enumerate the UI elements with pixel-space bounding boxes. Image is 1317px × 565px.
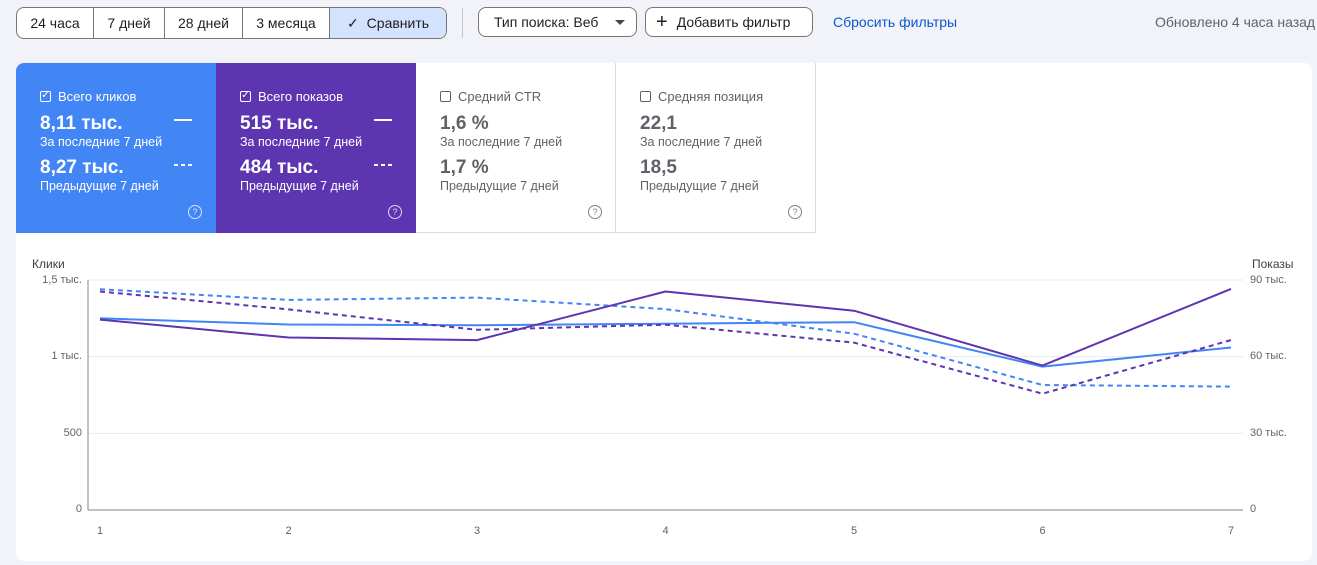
add-filter-button[interactable]: + Добавить фильтр (645, 7, 813, 37)
check-icon: ✓ (346, 14, 359, 31)
checkbox-unchecked-icon[interactable] (640, 90, 651, 102)
dashed-line-legend-icon (174, 164, 192, 166)
metric-current-value: 1,6 % (440, 113, 489, 134)
last-updated-text: Обновлено 4 часа назад (1155, 14, 1316, 30)
metric-label: Всего показов (258, 88, 343, 104)
range-28d-button[interactable]: 28 дней (165, 8, 243, 38)
checkbox-checked-icon[interactable]: ✓ (40, 90, 51, 102)
metric-current-caption: За последние 7 дней (440, 135, 563, 149)
metric-label: Средний CTR (458, 88, 542, 104)
toolbar: 24 часа 7 дней 28 дней 3 месяца ✓ Сравни… (0, 0, 1317, 46)
help-icon[interactable]: ? (188, 205, 202, 219)
dropdown-arrow-icon (615, 20, 625, 25)
checkbox-unchecked-icon[interactable] (440, 90, 451, 102)
x-tick-label: 1 (97, 525, 103, 537)
x-tick-label: 4 (662, 525, 668, 537)
metric-label: Средняя позиция (658, 88, 764, 104)
left-tick-label: 1,5 тыс. (42, 274, 82, 286)
impressions-dashed-series-line (99, 290, 1232, 395)
right-axis-title: Показы (1252, 257, 1294, 271)
dashed-line-legend-icon (374, 164, 392, 166)
metric-current-caption: За последние 7 дней (40, 135, 163, 149)
right-tick-label: 30 тыс. (1250, 427, 1287, 439)
range-24h-button[interactable]: 24 часа (17, 8, 94, 38)
clicks-dashed-series-line (99, 288, 1232, 388)
metric-current-value: 22,1 (640, 113, 677, 134)
right-tick-label: 60 тыс. (1250, 350, 1287, 362)
metric-current-caption: За последние 7 дней (240, 135, 363, 149)
solid-line-legend-icon (174, 119, 192, 121)
search-type-dropdown[interactable]: Тип поиска: Веб (478, 7, 637, 37)
plus-icon: + (656, 11, 668, 33)
x-tick-label: 6 (1039, 525, 1045, 537)
metric-previous-caption: Предыдущие 7 дней (640, 179, 759, 193)
metric-previous-value: 1,7 % (440, 157, 489, 178)
performance-card: ✓ Всего кликов 8,11 тыс. За последние 7 д… (16, 63, 1312, 561)
metric-previous-caption: Предыдущие 7 дней (40, 179, 159, 193)
add-filter-label: Добавить фильтр (676, 14, 791, 30)
right-tick-label: 90 тыс. (1250, 274, 1287, 286)
help-icon[interactable]: ? (588, 205, 602, 219)
compare-label: Сравнить (366, 15, 430, 31)
metric-previous-value: 484 тыс. (240, 157, 319, 178)
metric-previous-value: 8,27 тыс. (40, 157, 124, 178)
right-tick-label: 0 (1250, 503, 1257, 515)
metric-current-value: 515 тыс. (240, 113, 319, 134)
metric-tile-clicks[interactable]: ✓ Всего кликов 8,11 тыс. За последние 7 д… (16, 63, 216, 233)
impressions-solid-series-line (99, 287, 1232, 367)
left-tick-label: 0 (75, 503, 82, 515)
metric-previous-caption: Предыдущие 7 дней (240, 179, 359, 193)
compare-button[interactable]: ✓ Сравнить (330, 8, 446, 38)
metric-current-value: 8,11 тыс. (40, 113, 123, 134)
left-tick-label: 500 (63, 427, 82, 439)
x-tick-label: 5 (851, 525, 857, 537)
metric-tile-ctr[interactable]: Средний CTR 1,6 % За последние 7 дней 1,… (416, 63, 616, 233)
reset-filters-link[interactable]: Сбросить фильтры (833, 14, 958, 30)
x-tick-label: 3 (474, 525, 480, 537)
left-tick-label: 1 тыс. (51, 350, 82, 362)
help-icon[interactable]: ? (788, 205, 802, 219)
metric-current-caption: За последние 7 дней (640, 135, 763, 149)
checkbox-checked-icon[interactable]: ✓ (240, 90, 251, 102)
range-7d-button[interactable]: 7 дней (94, 8, 165, 38)
range-3m-button[interactable]: 3 месяца (243, 8, 330, 38)
help-icon[interactable]: ? (388, 205, 402, 219)
metric-tile-position[interactable]: Средняя позиция 22,1 За последние 7 дней… (616, 63, 816, 233)
metric-previous-caption: Предыдущие 7 дней (440, 179, 559, 193)
x-tick-label: 7 (1228, 525, 1234, 537)
metric-label: Всего кликов (58, 88, 137, 104)
date-range-selector: 24 часа 7 дней 28 дней 3 месяца ✓ Сравни… (16, 7, 447, 39)
performance-line-chart[interactable]: 1 2 3 4 5 6 7 (16, 63, 1312, 561)
metric-tile-impressions[interactable]: ✓ Всего показов 515 тыс. За последние 7 д… (216, 63, 416, 233)
metric-previous-value: 18,5 (640, 157, 677, 178)
left-axis-title: Клики (32, 257, 65, 271)
toolbar-divider (462, 8, 463, 38)
x-tick-label: 2 (285, 525, 291, 537)
solid-line-legend-icon (374, 119, 392, 121)
search-type-label: Тип поиска: Веб (494, 14, 599, 30)
